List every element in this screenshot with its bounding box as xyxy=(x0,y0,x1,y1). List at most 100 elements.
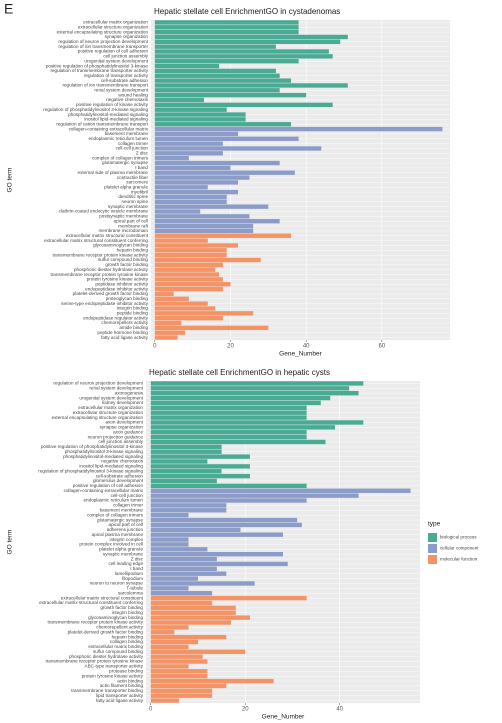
bar xyxy=(154,219,280,224)
bar xyxy=(150,634,227,640)
x-tick-label: 20 xyxy=(227,344,234,350)
bar xyxy=(154,233,292,238)
y-tick-label: integrin complex xyxy=(110,537,144,542)
bar xyxy=(154,20,299,25)
y-tick-label: cell-substrate adhesion xyxy=(96,473,144,478)
y-tick-label: extracellular structure organization xyxy=(78,24,149,29)
bar xyxy=(154,68,276,74)
y-tick-label: regulation of phosphatidylinositol 3-kin… xyxy=(38,468,143,473)
y-tick-label: external encapsulating structure organiz… xyxy=(52,415,144,420)
chart-title: Hepatic stellate cell EnrichmentGO in he… xyxy=(149,368,330,377)
y-axis-label: GO term xyxy=(7,530,14,555)
y-tick-label: adherens junction xyxy=(107,527,144,532)
bar xyxy=(150,610,236,615)
y-tick-label: integrin binding xyxy=(117,306,149,311)
bar xyxy=(154,63,220,69)
bar xyxy=(150,483,307,489)
bar xyxy=(154,49,329,54)
bar xyxy=(154,311,254,316)
y-tick-label: transmembrane receptor protein tyrosine … xyxy=(45,659,143,664)
y-tick-label: platelet-derived growth factor binding xyxy=(73,291,149,296)
bar xyxy=(154,44,276,49)
x-tick-label: 40 xyxy=(336,707,343,713)
y-tick-label: postsynaptic membrane xyxy=(99,214,148,219)
bar xyxy=(154,117,246,122)
bar xyxy=(154,25,299,30)
y-tick-label: regulation of neuron projection developm… xyxy=(58,39,148,44)
bar xyxy=(150,644,189,650)
bar xyxy=(154,107,227,112)
x-tick-label: 60 xyxy=(379,344,386,350)
bar xyxy=(150,649,246,654)
y-tick-label: sulfur compound binding xyxy=(98,257,148,262)
y-tick-label: ABC-type transporter activity xyxy=(85,664,144,669)
bar xyxy=(154,29,299,35)
bar xyxy=(150,537,189,542)
y-tick-label: lamellipodium xyxy=(115,571,143,576)
legend-swatch xyxy=(428,555,437,564)
bar xyxy=(154,146,322,151)
y-tick-label: glutamatergic synapse xyxy=(102,160,148,165)
bar xyxy=(150,400,321,406)
y-tick-label: heparin binding xyxy=(117,248,149,253)
bar xyxy=(150,517,298,523)
bar xyxy=(150,586,189,591)
bar xyxy=(154,92,307,98)
y-tick-label: transmembrane receptor protein kinase ac… xyxy=(53,252,149,257)
bar xyxy=(150,566,217,572)
bar xyxy=(150,386,350,391)
y-tick-label: peptide hormone binding xyxy=(97,330,148,335)
y-tick-label: myofibril xyxy=(131,189,148,194)
y-tick-label: clathrin-coated endocytic vesicle membra… xyxy=(59,209,149,214)
bar xyxy=(154,170,295,175)
y-tick-label: regulation of cation transmembrane trans… xyxy=(56,121,148,126)
y-tick-label: extracellular matrix binding xyxy=(88,644,143,649)
y-tick-label: peptidase inhibitor activity xyxy=(95,281,148,286)
bar xyxy=(154,151,223,156)
bar xyxy=(150,688,213,693)
bar xyxy=(154,214,250,219)
bar xyxy=(154,286,223,292)
y-tick-label: renal system development xyxy=(94,88,148,93)
y-tick-label: glycosaminoglycan binding xyxy=(88,615,143,620)
bar xyxy=(150,659,208,664)
bar xyxy=(154,248,227,253)
x-tick-label: 20 xyxy=(242,707,249,713)
y-tick-label: platelet-derived growth factor binding xyxy=(68,629,144,634)
plot-panel xyxy=(146,381,420,703)
y-tick-label: extracellular structure organization xyxy=(73,410,144,415)
y-tick-label: actin binding xyxy=(117,678,143,683)
bar xyxy=(150,639,198,645)
y-tick-label: protein tyrosine kinase activity xyxy=(82,673,144,678)
bar xyxy=(154,267,216,272)
bar xyxy=(150,391,359,396)
bar xyxy=(154,180,239,185)
y-tick-label: inositol lipid-mediated signaling xyxy=(79,464,143,469)
y-tick-label: contractile fiber xyxy=(117,175,149,180)
bar xyxy=(154,262,223,268)
y-tick-label: heparin binding xyxy=(112,634,144,639)
y-tick-label: positive regulation of phosphatidylinosi… xyxy=(41,444,144,449)
bar xyxy=(150,493,359,498)
y-tick-label: external side of plasma membrane xyxy=(78,170,149,175)
bar xyxy=(150,678,274,684)
y-tick-label: extracellular matrix structural constitu… xyxy=(44,238,148,243)
y-tick-label: integrin binding xyxy=(112,610,144,615)
bar xyxy=(150,527,241,532)
bar xyxy=(154,189,239,195)
y-tick-label: phosphatidylinositol 3-kinase signaling xyxy=(65,449,144,454)
bar xyxy=(150,654,203,659)
y-tick-label: positive regulation of phosphatidylinosi… xyxy=(46,63,149,68)
bar xyxy=(154,141,223,146)
bar xyxy=(150,698,180,703)
y-tick-label: renal system development xyxy=(89,386,143,391)
bar xyxy=(154,320,182,326)
bar xyxy=(150,454,250,459)
y-tick-label: complex of collagen trimers xyxy=(87,512,144,517)
bar xyxy=(154,291,174,297)
y-tick-label: protein tyrosine kinase activity xyxy=(87,277,149,282)
bar xyxy=(154,204,269,209)
bar xyxy=(154,39,341,44)
y-tick-label: phosphatidylinositol-mediated signaling xyxy=(63,454,143,459)
